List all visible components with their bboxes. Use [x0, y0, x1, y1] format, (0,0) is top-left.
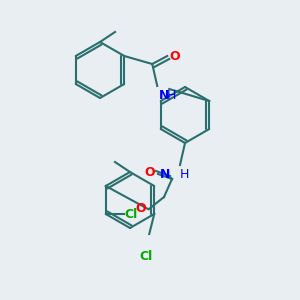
Text: O: O — [135, 202, 146, 215]
Text: Cl: Cl — [125, 208, 138, 220]
Text: H: H — [180, 168, 189, 181]
Text: N: N — [160, 168, 170, 181]
Text: H: H — [167, 89, 177, 102]
Text: O: O — [144, 166, 155, 178]
Text: Cl: Cl — [140, 250, 153, 263]
Text: O: O — [169, 50, 180, 62]
Text: N: N — [159, 89, 170, 102]
